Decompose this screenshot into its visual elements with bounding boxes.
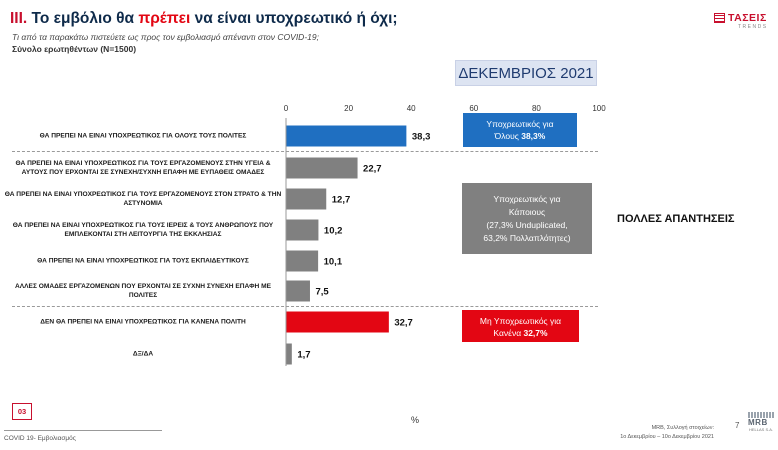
x-tick-label: 0 (284, 104, 289, 113)
category-label: ΘΑ ΠΡΕΠΕΙ ΝΑ ΕΙΝΑΙ ΥΠΟΧΡΕΩΤΙΚΟΣ ΓΙΑ ΟΛΟΥ… (39, 132, 247, 140)
category-label: ΘΑ ΠΡΕΠΕΙ ΝΑ ΕΙΝΑΙ ΥΠΟΧΡΕΩΤΙΚΟΣ ΓΙΑ ΤΟΥΣ… (15, 160, 271, 176)
bar (286, 188, 327, 210)
category-label: ΔΕΝ ΘΑ ΠΡΕΠΕΙ ΝΑ ΕΙΝΑΙ ΥΠΟΧΡΕΩΤΙΚΟΣ ΓΙΑ … (40, 318, 246, 326)
title-number: III. (10, 10, 28, 27)
footer-dates: 1ο Δεκεμβρίου – 10ο Δεκεμβρίου 2021 (620, 434, 714, 440)
x-tick-label: 40 (407, 104, 416, 113)
page-title: III. Το εμβόλιο θα πρέπει να είναι υποχρ… (10, 10, 398, 28)
x-tick-label: 80 (532, 104, 541, 113)
category-label: ΘΑ ΠΡΕΠΕΙ ΝΑ ΕΙΝΑΙ ΥΠΟΧΡΕΩΤΙΚΟΣ ΓΙΑ ΤΟΥΣ… (37, 257, 249, 265)
callout-blue-text: Όλους (494, 131, 522, 141)
multiple-answers-note: ΠΟΛΛΕΣ ΑΠΑΝΤΗΣΕΙΣ (617, 213, 735, 225)
callout-gray-line2: Κάποιους (508, 207, 546, 217)
category-label: ΘΑ ΠΡΕΠΕΙ ΝΑ ΕΙΝΑΙ ΥΠΟΧΡΕΩΤΙΚΟΣ ΓΙΑ ΤΟΥΣ… (12, 222, 274, 238)
x-tick-label: 60 (469, 104, 478, 113)
x-axis-label: % (411, 415, 420, 425)
separator-bottom (12, 306, 598, 307)
logo-sub: TRENDS (738, 24, 768, 30)
mrb-logo-text: MRB (748, 418, 768, 427)
bar-value-label: 12,7 (332, 195, 351, 206)
category-label: ΘΑ ΠΡΕΠΕΙ ΝΑ ΕΙΝΑΙ ΥΠΟΧΡΕΩΤΙΚΟΣ ΓΙΑ ΤΟΥΣ… (4, 191, 282, 207)
callout-gray-line1: Υποχρεωτικός για (493, 194, 561, 204)
callout-red-value: 32,7% (523, 328, 548, 338)
mrb-logo: MRB HELLAS S.A. (748, 412, 774, 432)
separator-top (12, 151, 598, 152)
bar-value-label: 7,5 (315, 287, 329, 298)
question-subtitle: Τι από τα παρακάτω πιστεύετε ως προς τον… (12, 32, 319, 42)
bar-value-label: 10,1 (324, 257, 343, 268)
category-label: ΑΛΛΕΣ ΟΜΑΔΕΣ ΕΡΓΑΖΟΜΕΝΩΝ ΠΟΥ ΕΡΧΟΝΤΑΙ ΣΕ… (15, 283, 271, 299)
footer-source: MRB, Συλλογή στοιχείων: (651, 425, 714, 431)
logo-brand: ΤΑΣΕΙΣ (728, 12, 767, 24)
callout-not-mandatory: Μη Υποχρεωτικός για Κανένα 32,7% (462, 310, 579, 342)
section-number: 03 (12, 403, 32, 420)
footer-topic: COVID 19- Εμβολιασμός (4, 435, 76, 442)
tasis-logo: ΤΑΣΕΙΣ TRENDS (712, 12, 770, 34)
category-label: ΔΞ/ΔΑ (132, 350, 154, 358)
x-tick-label: 20 (344, 104, 353, 113)
bar (286, 219, 319, 241)
bar (286, 157, 358, 179)
mrb-logo-mark-icon (748, 412, 774, 418)
callout-red-line2: Κανένα 32,7% (462, 327, 579, 339)
sample-size: Σύνολο ερωτηθέντων (Ν=1500) (12, 44, 137, 54)
callout-gray-line4: 63,2% Πολλαπλότητες) (483, 233, 571, 243)
bar-value-label: 10,2 (324, 226, 343, 237)
bar (286, 250, 319, 272)
bar (286, 311, 389, 333)
logo-mark-icon (714, 13, 725, 23)
callout-blue-value: 38,3% (521, 131, 546, 141)
callout-mandatory-all: Υποχρεωτικός για Όλους 38,3% (463, 113, 577, 147)
bar-value-label: 38,3 (412, 132, 431, 143)
callout-red-line1: Μη Υποχρεωτικός για (479, 316, 562, 326)
bar-value-label: 22,7 (363, 164, 382, 175)
bar (286, 343, 292, 365)
month-label: ΔΕΚΕΜΒΡΙΟΣ 2021 (455, 60, 597, 86)
bar (286, 280, 310, 302)
x-tick-label: 100 (592, 104, 606, 113)
title-text-end: να είναι υποχρεωτικό ή όχι; (190, 10, 398, 27)
callout-blue-line1: Υποχρεωτικός για (486, 119, 554, 129)
footer-divider (4, 430, 162, 431)
mrb-logo-sub: HELLAS S.A. (749, 427, 774, 432)
title-highlight: πρέπει (138, 10, 191, 27)
callout-mandatory-some: Υποχρεωτικός για Κάποιους (27,3% Undupli… (462, 183, 592, 254)
bar (286, 125, 407, 147)
bar-value-label: 1,7 (297, 350, 310, 361)
title-text: Το εμβόλιο θα (27, 10, 139, 27)
callout-gray-line3: (27,3% Unduplicated, (486, 220, 568, 230)
callout-red-text: Κανένα (493, 328, 524, 338)
callout-blue-line2: Όλους 38,3% (463, 130, 577, 142)
page-number: 7 (735, 421, 740, 430)
bar-value-label: 32,7 (394, 318, 413, 329)
